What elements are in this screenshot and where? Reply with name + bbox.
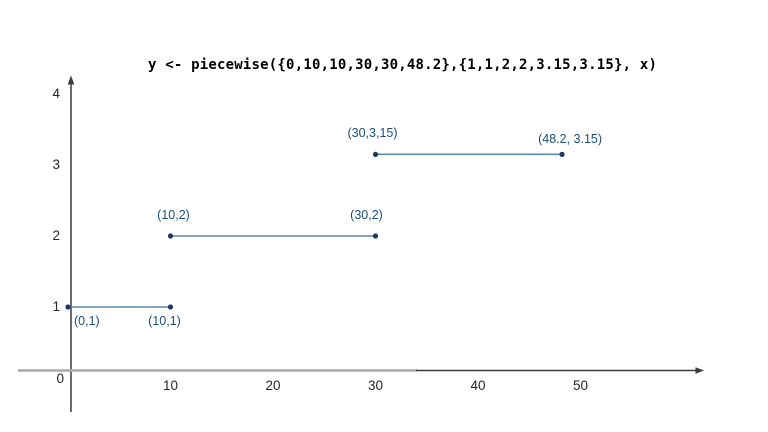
point-label-3: (10,2) xyxy=(157,208,190,222)
x-tick-label-10: 10 xyxy=(162,378,179,393)
origin-label: 0 xyxy=(56,371,64,386)
data-point-1 xyxy=(65,304,71,310)
point-label-1: (0,1) xyxy=(74,314,100,328)
point-label-2: (10,1) xyxy=(148,314,181,328)
data-point-5 xyxy=(372,151,379,157)
data-point-3 xyxy=(167,233,174,239)
y-tick-label-4: 4 xyxy=(52,86,60,101)
data-point-6 xyxy=(559,151,565,157)
point-label-4: (30,2) xyxy=(350,208,383,222)
x-tick-label-40: 40 xyxy=(470,378,486,393)
point-label-5: (30,3,15) xyxy=(347,126,398,141)
x-axis-arrow-icon xyxy=(695,367,704,374)
x-tick-label-50: 50 xyxy=(572,378,589,393)
y-tick-label-2: 2 xyxy=(52,228,60,243)
plot-title: y <- piecewise({0,10,10,30,30,48.2},{1,1… xyxy=(148,57,658,73)
data-point-2 xyxy=(167,304,174,310)
point-label-6: (48.2, 3.15) xyxy=(538,132,603,147)
y-axis-arrow-icon xyxy=(67,75,75,85)
y-tick-label-3: 3 xyxy=(52,157,60,172)
x-tick-label-20: 20 xyxy=(265,378,281,393)
data-point-4 xyxy=(372,233,379,239)
y-tick-label-1: 1 xyxy=(52,299,60,314)
x-tick-label-30: 30 xyxy=(367,378,384,393)
